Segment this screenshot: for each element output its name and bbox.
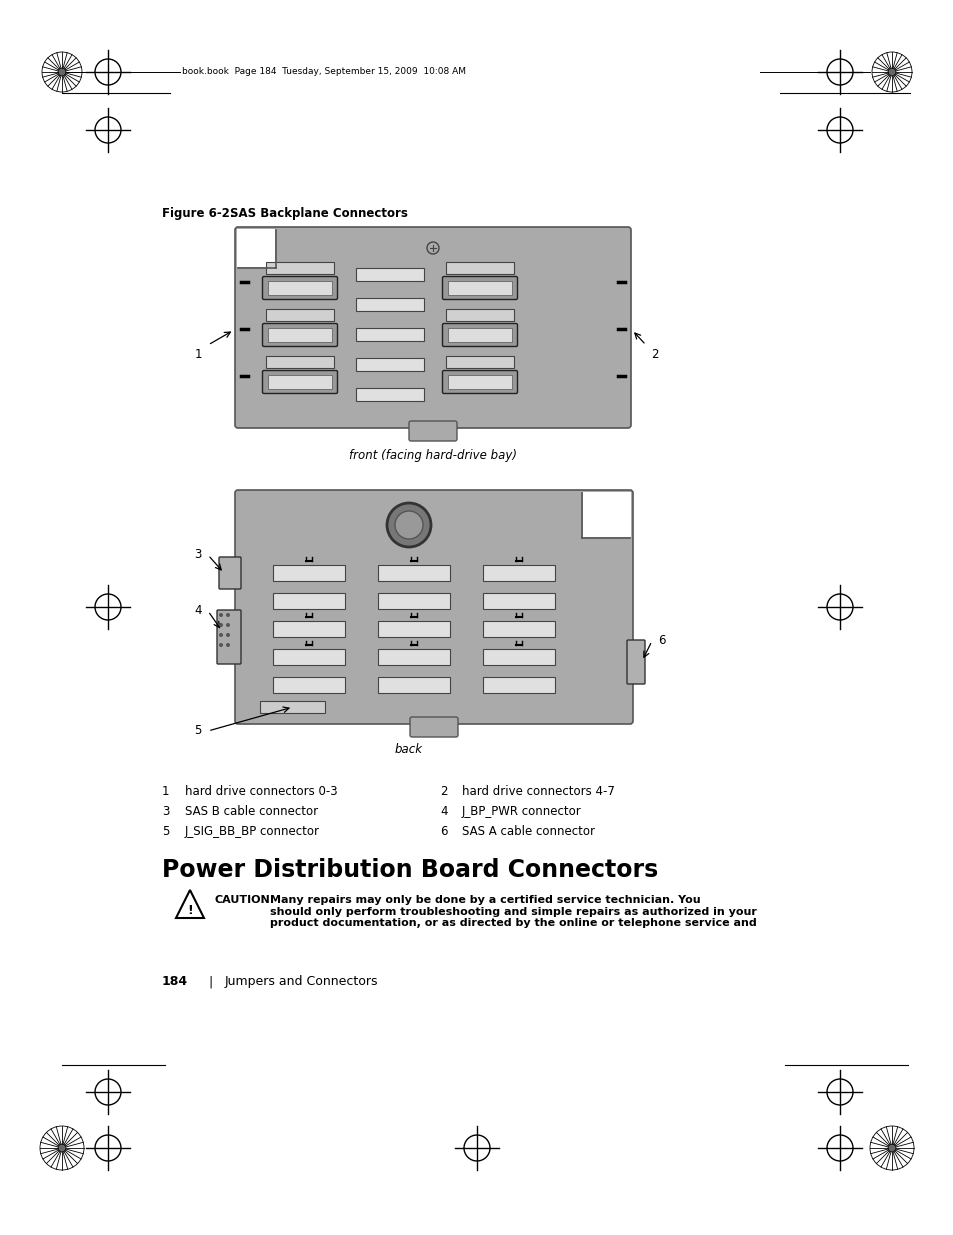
Circle shape <box>226 634 230 637</box>
FancyBboxPatch shape <box>442 370 517 394</box>
FancyBboxPatch shape <box>626 640 644 684</box>
Text: 6: 6 <box>439 825 447 839</box>
Bar <box>446 356 514 368</box>
Bar <box>236 228 274 267</box>
Text: !: ! <box>187 904 193 916</box>
Text: Many repairs may only be done by a certified service technician. You
should only: Many repairs may only be done by a certi… <box>270 895 756 929</box>
Bar <box>273 621 345 637</box>
Bar <box>355 298 423 311</box>
Bar <box>260 701 325 713</box>
FancyBboxPatch shape <box>409 421 456 441</box>
FancyBboxPatch shape <box>234 227 630 429</box>
Bar <box>482 564 555 580</box>
Bar <box>448 375 512 389</box>
Bar <box>268 282 332 295</box>
Text: 1: 1 <box>194 348 202 361</box>
Text: SAS B cable connector: SAS B cable connector <box>185 805 317 818</box>
Text: 4: 4 <box>194 604 202 618</box>
Text: book.book  Page 184  Tuesday, September 15, 2009  10:08 AM: book.book Page 184 Tuesday, September 15… <box>182 68 465 77</box>
Text: CAUTION:: CAUTION: <box>214 895 275 905</box>
Bar <box>273 677 345 693</box>
Bar <box>268 375 332 389</box>
Circle shape <box>219 634 223 637</box>
Circle shape <box>387 503 431 547</box>
Text: 4: 4 <box>439 805 447 818</box>
Bar <box>377 564 450 580</box>
Bar <box>273 564 345 580</box>
Text: |: | <box>208 974 212 988</box>
Text: J_SIG_BB_BP connector: J_SIG_BB_BP connector <box>185 825 319 839</box>
Bar <box>482 677 555 693</box>
Text: hard drive connectors 4-7: hard drive connectors 4-7 <box>461 785 615 798</box>
Text: J_BP_PWR connector: J_BP_PWR connector <box>461 805 581 818</box>
Bar <box>446 262 514 274</box>
Text: 184: 184 <box>162 974 188 988</box>
FancyBboxPatch shape <box>262 324 337 347</box>
Text: Figure 6-2.: Figure 6-2. <box>162 207 234 220</box>
Text: SAS A cable connector: SAS A cable connector <box>461 825 595 839</box>
Bar <box>355 388 423 401</box>
Circle shape <box>887 1144 895 1152</box>
Bar <box>377 650 450 664</box>
Circle shape <box>219 613 223 618</box>
Bar <box>377 621 450 637</box>
Bar <box>448 282 512 295</box>
FancyBboxPatch shape <box>219 557 241 589</box>
Bar <box>482 593 555 609</box>
Circle shape <box>219 643 223 647</box>
Circle shape <box>395 511 422 538</box>
Bar <box>355 268 423 282</box>
Bar <box>482 621 555 637</box>
Bar <box>446 309 514 321</box>
Circle shape <box>58 1144 66 1152</box>
FancyBboxPatch shape <box>262 370 337 394</box>
Bar <box>266 309 334 321</box>
Circle shape <box>226 613 230 618</box>
Bar <box>273 593 345 609</box>
Bar <box>582 492 630 537</box>
Text: hard drive connectors 0-3: hard drive connectors 0-3 <box>185 785 337 798</box>
Text: back: back <box>395 743 422 756</box>
Circle shape <box>226 643 230 647</box>
Text: 1: 1 <box>162 785 170 798</box>
Bar <box>355 358 423 370</box>
FancyBboxPatch shape <box>410 718 457 737</box>
Text: Power Distribution Board Connectors: Power Distribution Board Connectors <box>162 858 658 882</box>
Bar <box>266 262 334 274</box>
FancyBboxPatch shape <box>442 324 517 347</box>
FancyBboxPatch shape <box>262 277 337 300</box>
Circle shape <box>226 622 230 627</box>
Text: front (facing hard-drive bay): front (facing hard-drive bay) <box>349 450 517 462</box>
Circle shape <box>887 68 895 77</box>
Bar <box>273 650 345 664</box>
Bar <box>355 329 423 341</box>
Text: 2: 2 <box>439 785 447 798</box>
FancyBboxPatch shape <box>442 277 517 300</box>
Bar <box>377 677 450 693</box>
Text: 5: 5 <box>162 825 170 839</box>
Text: Jumpers and Connectors: Jumpers and Connectors <box>225 974 378 988</box>
Bar <box>377 593 450 609</box>
FancyBboxPatch shape <box>216 610 241 664</box>
Circle shape <box>219 622 223 627</box>
Text: 3: 3 <box>162 805 170 818</box>
Text: 5: 5 <box>194 725 202 737</box>
Text: 6: 6 <box>658 635 665 647</box>
Bar <box>482 650 555 664</box>
FancyBboxPatch shape <box>234 490 633 724</box>
Circle shape <box>58 68 66 77</box>
Text: 2: 2 <box>650 348 658 361</box>
Bar <box>268 329 332 342</box>
Bar <box>266 356 334 368</box>
Text: SAS Backplane Connectors: SAS Backplane Connectors <box>230 207 408 220</box>
Text: 3: 3 <box>194 548 202 562</box>
Bar <box>448 329 512 342</box>
